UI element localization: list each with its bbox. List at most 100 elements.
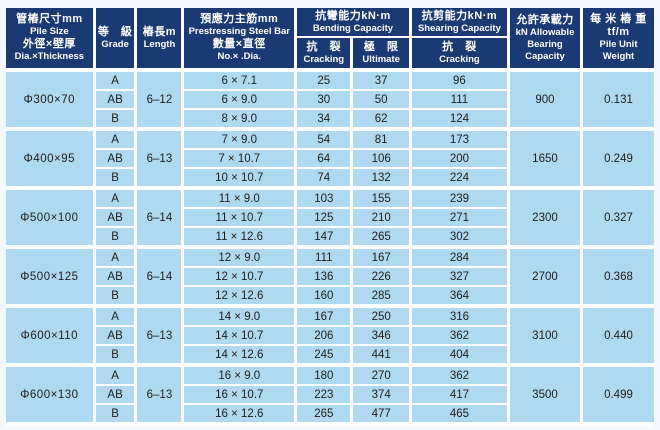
cell-steel-bar: 16 × 12.6 [184, 405, 298, 426]
cell-bending-ultimate: 441 [353, 346, 412, 367]
header-grade: 等 級 Grade [95, 8, 138, 72]
cell-bending-cracking: 64 [297, 150, 354, 169]
cell-steel-bar: 7 × 10.7 [184, 150, 298, 169]
cell-bending-cracking: 180 [297, 367, 354, 386]
cell-bending-ultimate: 285 [353, 287, 412, 308]
cell-bending-cracking: 125 [297, 209, 354, 228]
table-row: B 11 × 12.6 147 265 302 [6, 228, 654, 249]
header-bearing-en1: kN Allowable [515, 26, 575, 38]
cell-bearing-capacity: 2700 [509, 249, 583, 308]
header-shearing-cracking-en: Cracking [439, 53, 480, 65]
table-row: B 8 × 9.0 34 62 124 [6, 110, 654, 131]
cell-steel-bar: 12 × 12.6 [184, 287, 298, 308]
cell-shearing-cracking: 316 [411, 308, 510, 327]
cell-unit-weight: 0.249 [582, 131, 654, 190]
header-unit-weight-zh: 每 米 樁 重 tf/m [590, 13, 647, 38]
cell-shearing-cracking: 271 [411, 209, 510, 228]
table-body: Φ300×70 A 6–12 6 × 7.1 25 37 96 900 0.131 AB 6 × 9… [6, 72, 654, 426]
cell-steel-bar: 14 × 9.0 [184, 308, 298, 327]
header-no-dia-zh: 數量×直徑 [212, 38, 266, 50]
cell-shearing-cracking: 404 [411, 346, 510, 367]
header-bearing-en2: Bearing [527, 38, 563, 50]
cell-shearing-cracking: 465 [411, 405, 510, 426]
table-row: Φ600×110 A 6–13 14 × 9.0 167 250 316 3100 0.440 [6, 308, 654, 367]
cell-shearing-cracking: 173 [411, 131, 510, 150]
cell-bending-ultimate: 62 [353, 110, 412, 131]
cell-bearing-capacity: 3500 [509, 367, 583, 426]
cell-grade: B [95, 228, 138, 249]
cell-bending-ultimate: 346 [353, 327, 412, 346]
header-shearing-zh: 抗剪能力kN·m [421, 9, 498, 22]
cell-bending-cracking: 245 [297, 346, 354, 367]
cell-unit-weight: 0.131 [582, 72, 654, 131]
cell-pile-size: Φ300×70 [6, 72, 96, 131]
cell-steel-bar: 6 × 9.0 [184, 91, 298, 110]
cell-grade: AB [95, 327, 138, 346]
cell-shearing-cracking: 364 [411, 287, 510, 308]
cell-shearing-cracking: 239 [411, 190, 510, 209]
header-steel-bar: 預應力主筋mm Prestressing Steel Bar 數量×直徑 No.… [184, 8, 298, 72]
cell-unit-weight: 0.440 [582, 308, 654, 367]
cell-unit-weight: 0.327 [582, 190, 654, 249]
cell-unit-weight: 0.368 [582, 249, 654, 308]
cell-shearing-cracking: 362 [411, 327, 510, 346]
cell-bending-cracking: 103 [297, 190, 354, 209]
cell-bending-cracking: 25 [297, 72, 354, 91]
cell-grade: AB [95, 150, 138, 169]
header-grade-zh: 等 級 [97, 25, 133, 38]
cell-bending-ultimate: 270 [353, 367, 412, 386]
header-no-dia-en: No.× .Dia. [217, 51, 262, 62]
cell-grade: B [95, 287, 138, 308]
cell-pile-size: Φ500×125 [6, 249, 96, 308]
header-shearing-cracking: 抗 裂 Cracking [411, 38, 510, 72]
cell-shearing-cracking: 362 [411, 367, 510, 386]
header-shearing-cracking-zh: 抗 裂 [442, 40, 477, 53]
header-bearing-en3: Capacity [525, 50, 565, 62]
header-steel-bar-zh: 預應力主筋mm [200, 13, 279, 25]
cell-bending-cracking: 147 [297, 228, 354, 249]
cell-steel-bar: 12 × 10.7 [184, 268, 298, 287]
cell-bending-cracking: 167 [297, 308, 354, 327]
cell-shearing-cracking: 124 [411, 110, 510, 131]
cell-bending-ultimate: 265 [353, 228, 412, 249]
cell-grade: AB [95, 386, 138, 405]
cell-steel-bar: 12 × 9.0 [184, 249, 298, 268]
header-unit-weight-en: Pile Unit Weight [599, 39, 638, 62]
table-row: Φ500×100 A 6–14 11 × 9.0 103 155 239 2300 0.327 [6, 190, 654, 249]
pile-specification-table: 管樁尺寸mm Pile Size 外徑×壁厚 Dia.×Thickness 等 … [6, 8, 654, 426]
cell-bending-ultimate: 226 [353, 268, 412, 287]
cell-steel-bar: 8 × 9.0 [184, 110, 298, 131]
cell-pile-size: Φ600×110 [6, 308, 96, 367]
cell-steel-bar: 14 × 10.7 [184, 327, 298, 346]
cell-bending-ultimate: 81 [353, 131, 412, 150]
cell-bending-cracking: 206 [297, 327, 354, 346]
cell-shearing-cracking: 302 [411, 228, 510, 249]
table-row: Φ300×70 A 6–12 6 × 7.1 25 37 96 900 0.131 [6, 72, 654, 131]
table-row: B 12 × 12.6 160 285 364 [6, 287, 654, 308]
header-grade-en: Grade [101, 38, 129, 50]
cell-shearing-cracking: 284 [411, 249, 510, 268]
header-bending-cracking-en: Cracking [303, 53, 345, 65]
cell-bending-ultimate: 37 [353, 72, 412, 91]
cell-bending-ultimate: 477 [353, 405, 412, 426]
cell-length: 6–13 [137, 308, 185, 367]
cell-grade: AB [95, 268, 138, 287]
cell-bending-ultimate: 50 [353, 91, 412, 110]
header-steel-bar-en: Prestressing Steel Bar [188, 26, 290, 37]
cell-bending-ultimate: 132 [353, 169, 412, 190]
cell-bearing-capacity: 1650 [509, 131, 583, 190]
cell-pile-size: Φ400×95 [6, 131, 96, 190]
cell-bending-ultimate: 155 [353, 190, 412, 209]
header-bending-en: Bending Capacity [312, 22, 394, 34]
header-bending-zh: 抗彎能力kN·m [315, 9, 391, 22]
cell-bending-cracking: 223 [297, 386, 354, 405]
header-shearing-capacity: 抗剪能力kN·m Shearing Capacity [411, 8, 510, 38]
cell-grade: A [95, 190, 138, 209]
cell-bending-cracking: 111 [297, 249, 354, 268]
table-row: Φ500×125 A 6–14 12 × 9.0 111 167 284 2700 0.368 [6, 249, 654, 308]
table-row: B 10 × 10.7 74 132 224 [6, 169, 654, 190]
table-row: B 16 × 12.6 265 477 465 [6, 405, 654, 426]
cell-shearing-cracking: 111 [411, 91, 510, 110]
table-row: Φ400×95 A 6–13 7 × 9.0 54 81 173 1650 0.249 [6, 131, 654, 190]
cell-bending-cracking: 265 [297, 405, 354, 426]
